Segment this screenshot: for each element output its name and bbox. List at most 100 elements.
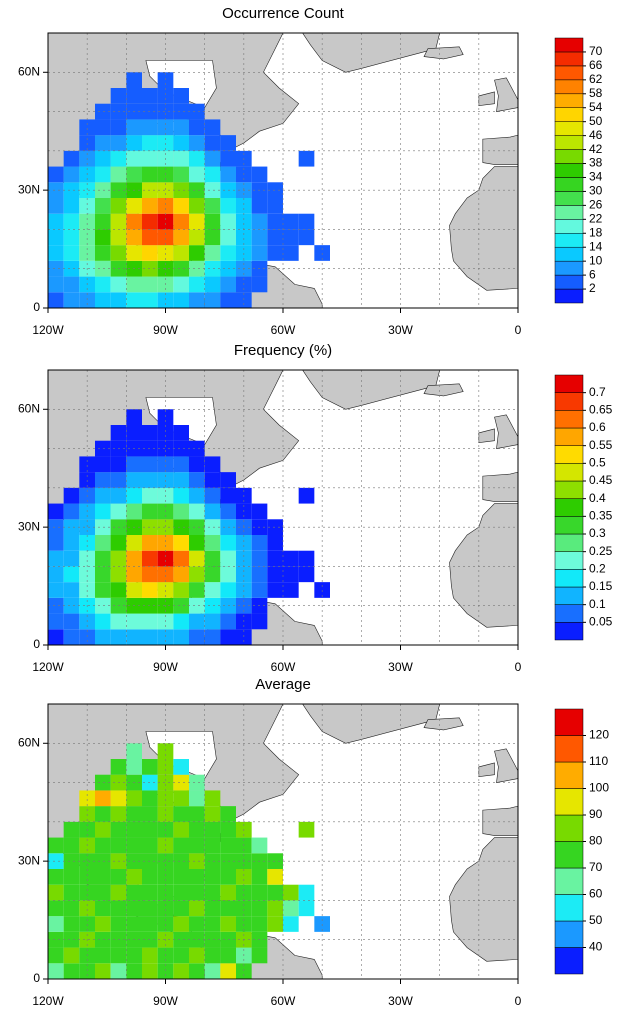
cell [283, 582, 299, 598]
cell [157, 759, 174, 775]
colorbar-box [554, 288, 584, 304]
cell [48, 503, 64, 520]
cell [236, 629, 252, 645]
colorbar-label: 6 [589, 267, 596, 281]
land [482, 805, 519, 836]
colorbar-label: 62 [589, 72, 603, 86]
cell [173, 150, 189, 167]
cell [189, 535, 205, 551]
cell [126, 166, 142, 183]
cell [298, 900, 315, 917]
colorbar-label: 26 [589, 198, 603, 212]
cell [189, 119, 205, 136]
cell [251, 535, 268, 551]
land [423, 46, 464, 60]
panel: Average 120W 90W 60W 30W 0 0 30N 60N 40 50 60 70 80 90… [18, 676, 609, 1008]
cell [95, 774, 111, 791]
cell [142, 88, 158, 104]
cell [173, 276, 189, 293]
cell [189, 916, 205, 932]
cell [142, 456, 158, 473]
cell [95, 931, 111, 948]
cell [157, 119, 174, 136]
land [423, 383, 464, 397]
cell [251, 837, 268, 854]
cell [142, 229, 158, 246]
cell [126, 229, 142, 246]
cell [63, 182, 80, 198]
cell [126, 759, 142, 775]
cell [267, 550, 283, 567]
colorbar-box [554, 149, 584, 164]
cell [63, 198, 80, 214]
cell [110, 456, 127, 473]
cell [220, 198, 236, 214]
cell [48, 963, 64, 979]
cell [95, 103, 111, 120]
cell [79, 292, 95, 308]
cell [283, 884, 299, 901]
cell [48, 550, 64, 567]
colorbar-box [554, 427, 584, 446]
cell [157, 440, 174, 457]
cell [126, 963, 142, 979]
chart-title: Occurrence Count [222, 5, 345, 22]
cell [220, 900, 236, 917]
cell [283, 213, 299, 230]
y-tick-label: 60N [18, 735, 40, 749]
cell [236, 869, 252, 885]
cell [48, 916, 64, 932]
cell [189, 900, 205, 917]
cell [157, 292, 174, 308]
cell [48, 582, 64, 598]
panel: Frequency (%) 120W 90W 60W 30W 0 0 30N 60N 0.05 0.… [18, 342, 613, 674]
cell [126, 276, 142, 293]
cell [251, 276, 268, 293]
cell [173, 535, 189, 551]
cell [126, 743, 142, 759]
cell [95, 582, 111, 598]
cell [48, 837, 64, 854]
cell [142, 947, 158, 964]
cell [173, 440, 189, 457]
cell [79, 900, 95, 917]
cell [95, 135, 111, 151]
cell [95, 213, 111, 230]
colorbar-label: 0.55 [589, 438, 613, 452]
cell [142, 759, 158, 775]
cell [267, 245, 283, 261]
cell [189, 597, 205, 614]
cell [204, 806, 221, 822]
y-tick-label: 0 [33, 971, 40, 985]
colorbar-box [554, 445, 584, 464]
cell [189, 456, 205, 473]
cell [267, 566, 283, 583]
cell [298, 884, 315, 901]
cell [95, 119, 111, 136]
cell [173, 916, 189, 932]
colorbar-box [554, 93, 584, 108]
cell [48, 276, 64, 293]
land [478, 91, 495, 107]
cell [173, 759, 189, 775]
cell [142, 582, 158, 598]
colorbar-label: 0.25 [589, 544, 613, 558]
cell [142, 963, 158, 979]
cell [63, 931, 80, 948]
colorbar-label: 0.3 [589, 526, 606, 540]
cell [236, 550, 252, 567]
cell [79, 519, 95, 535]
colorbar-label: 10 [589, 253, 603, 267]
cell [95, 245, 111, 261]
y-tick-label: 60N [18, 401, 40, 415]
cell [204, 519, 221, 535]
cell [251, 198, 268, 214]
cell [173, 790, 189, 807]
cell [95, 292, 111, 308]
colorbar-label: 0.2 [589, 562, 606, 576]
cell [220, 963, 236, 979]
cell [173, 213, 189, 230]
x-tick-label: 120W [32, 323, 64, 337]
cell [204, 821, 221, 838]
colorbar-label: 110 [589, 754, 608, 768]
